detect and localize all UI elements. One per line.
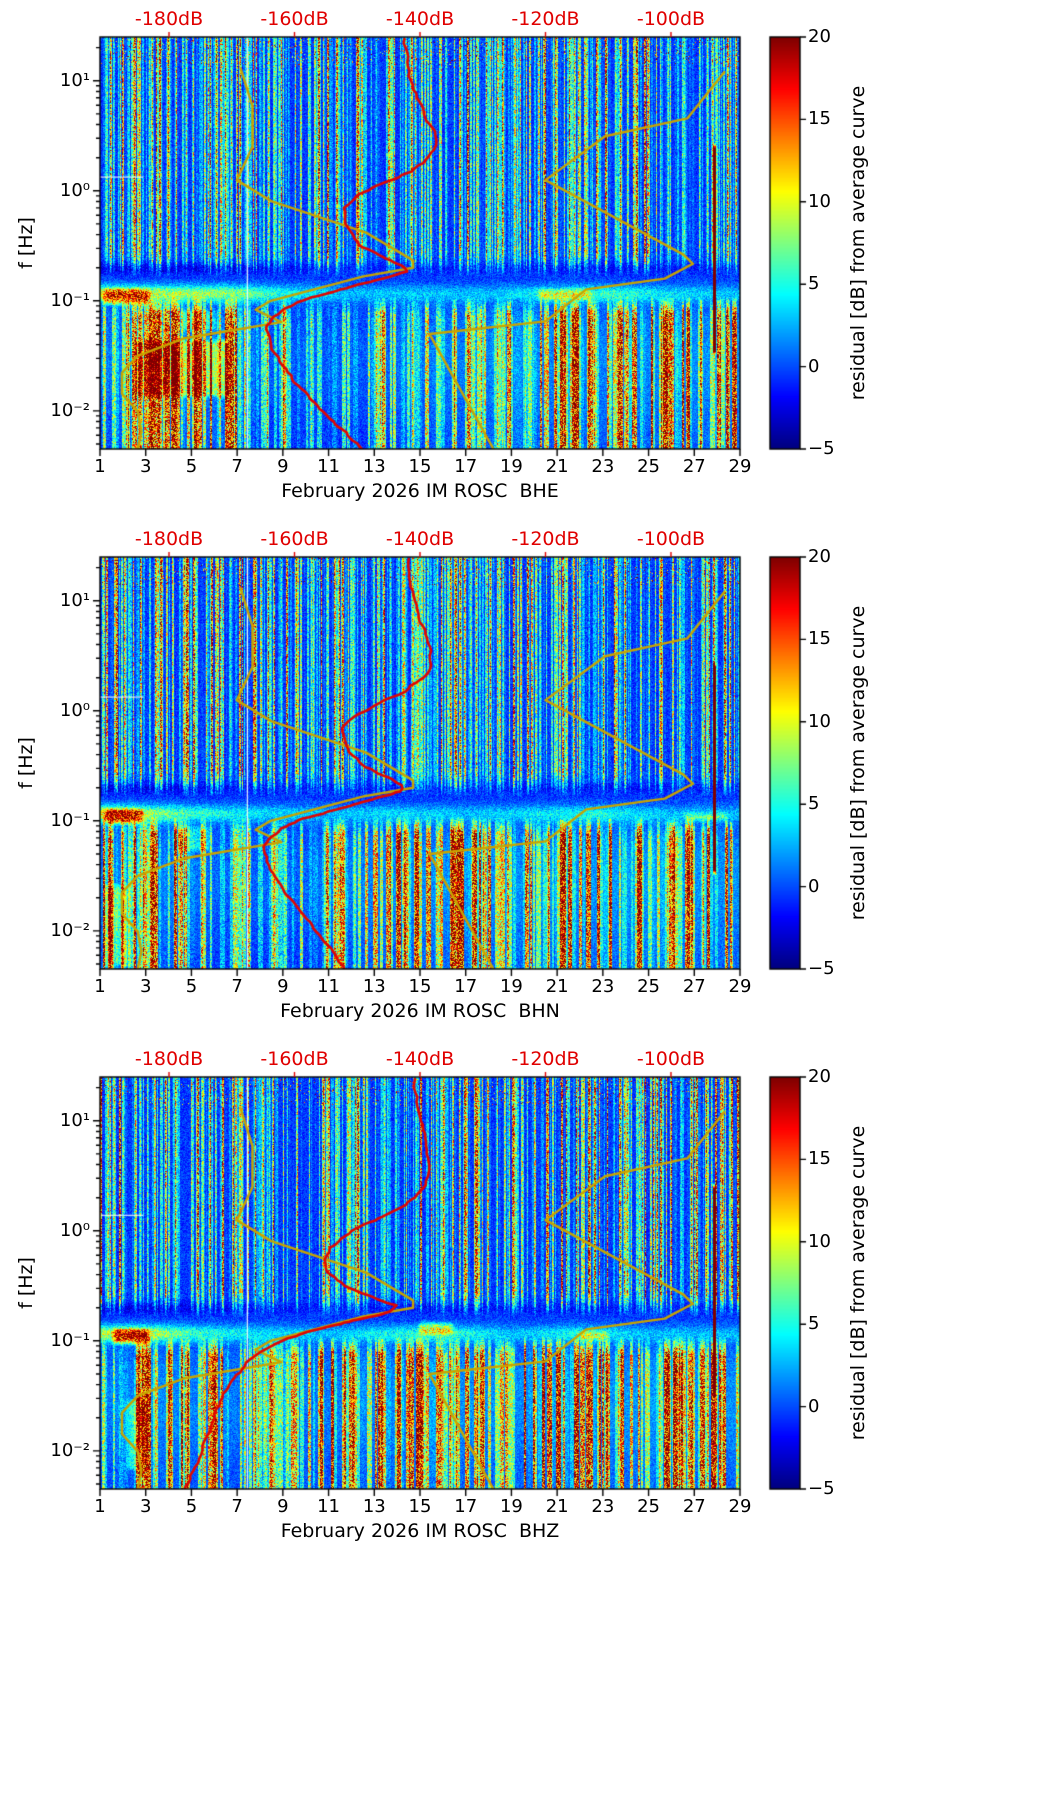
spectrogram-canvas-bhe [0, 0, 1052, 520]
spectrogram-canvas-bhz [0, 1040, 1052, 1560]
seismic-spectrogram-figure: -180dB -160dB -140dB -120dB -100dB 10⁻² 10⁻¹ 10… [0, 0, 1052, 1560]
panel-bhe: -180dB -160dB -140dB -120dB -100dB 10⁻² 10⁻¹ 10… [0, 0, 1052, 520]
panel-bhn: -180dB -160dB -140dB -120dB -100dB 10⁻² 10⁻¹ 10… [0, 520, 1052, 1040]
spectrogram-canvas-bhn [0, 520, 1052, 1040]
panel-bhz: -180dB -160dB -140dB -120dB -100dB 10⁻² 10⁻¹ 10… [0, 1040, 1052, 1560]
